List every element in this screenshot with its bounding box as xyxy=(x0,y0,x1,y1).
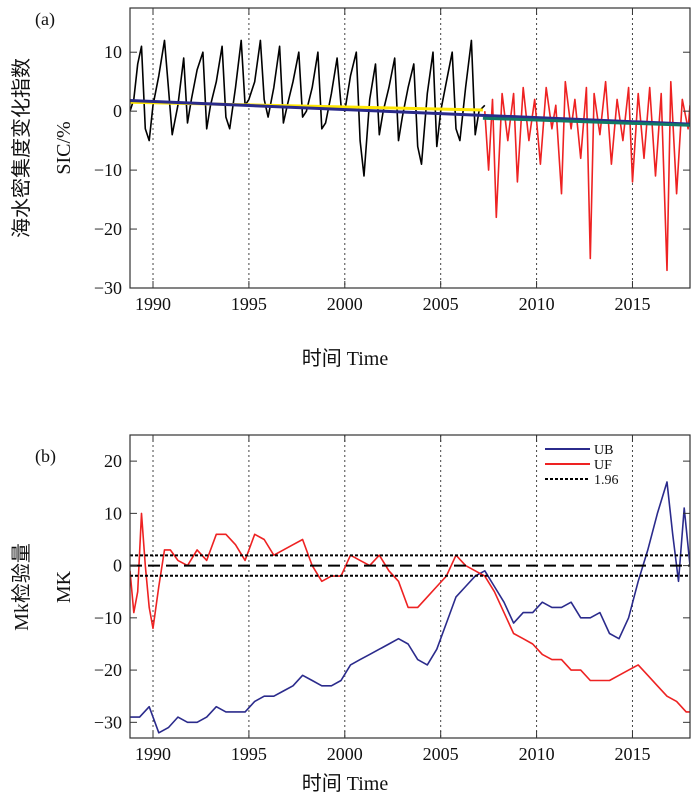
series-line-1 xyxy=(484,80,690,272)
x-tick-label: 2015 xyxy=(614,294,650,314)
series-line-4 xyxy=(482,116,690,127)
y-tick-label: −20 xyxy=(94,660,122,680)
x-tick-label: 2010 xyxy=(519,744,555,764)
y-tick-label: 10 xyxy=(104,503,122,523)
y-tick-label: 10 xyxy=(104,42,122,62)
panel-b-xlabel: 时间 Time xyxy=(302,772,389,795)
panel-a-ylabel-cn: 海水密集度变化指数 xyxy=(10,58,33,238)
x-tick-label: 2010 xyxy=(519,294,555,314)
panel-b-ylabel-en: MK xyxy=(53,570,75,603)
panel-a-label: (a) xyxy=(35,9,55,30)
x-tick-label: 2005 xyxy=(423,744,459,764)
x-tick-label: 2005 xyxy=(423,294,459,314)
panel-b-series xyxy=(130,481,690,734)
panel-a-ticks: 1990 1995 2000 2005 2010 2015 10 0 −10 −20 −30 xyxy=(94,8,690,314)
legend-label-1: UF xyxy=(594,458,612,473)
panel-a-xlabel: 时间 Time xyxy=(302,347,389,370)
legend-label-2: 1.96 xyxy=(594,473,619,488)
series-line-3 xyxy=(130,99,690,126)
x-tick-label: 2000 xyxy=(327,294,363,314)
series-line-0 xyxy=(130,39,486,177)
series-line-0 xyxy=(130,481,690,734)
panel-b-label: (b) xyxy=(35,446,56,467)
panel-a-grid xyxy=(152,8,633,288)
panel-a-frame xyxy=(129,7,691,289)
panel-b-frame xyxy=(129,434,691,739)
y-tick-label: −30 xyxy=(94,278,122,298)
x-tick-label: 1995 xyxy=(231,744,267,764)
y-tick-label: 0 xyxy=(113,556,122,576)
legend-label-0: UB xyxy=(594,443,613,458)
x-tick-label: 2015 xyxy=(614,744,650,764)
panel-b-ylabel-cn: Mk检验量 xyxy=(10,543,33,631)
panel-a-series xyxy=(130,39,690,272)
y-tick-label: −10 xyxy=(94,160,122,180)
y-tick-label: 20 xyxy=(104,451,122,471)
y-tick-label: −30 xyxy=(94,712,122,732)
x-tick-label: 2000 xyxy=(327,744,363,764)
x-tick-label: 1990 xyxy=(135,744,171,764)
series-line-1 xyxy=(130,512,690,713)
y-tick-label: −20 xyxy=(94,219,122,239)
y-tick-label: −10 xyxy=(94,608,122,628)
panel-a: 1990 1995 2000 2005 2010 2015 10 0 −10 −20 −30 (a)… xyxy=(10,7,691,370)
x-tick-label: 1990 xyxy=(135,294,171,314)
x-tick-label: 1995 xyxy=(231,294,267,314)
panel-a-ylabel-en: SIC/% xyxy=(53,121,75,174)
panel-b-grid xyxy=(152,435,633,738)
y-tick-label: 0 xyxy=(113,101,122,121)
